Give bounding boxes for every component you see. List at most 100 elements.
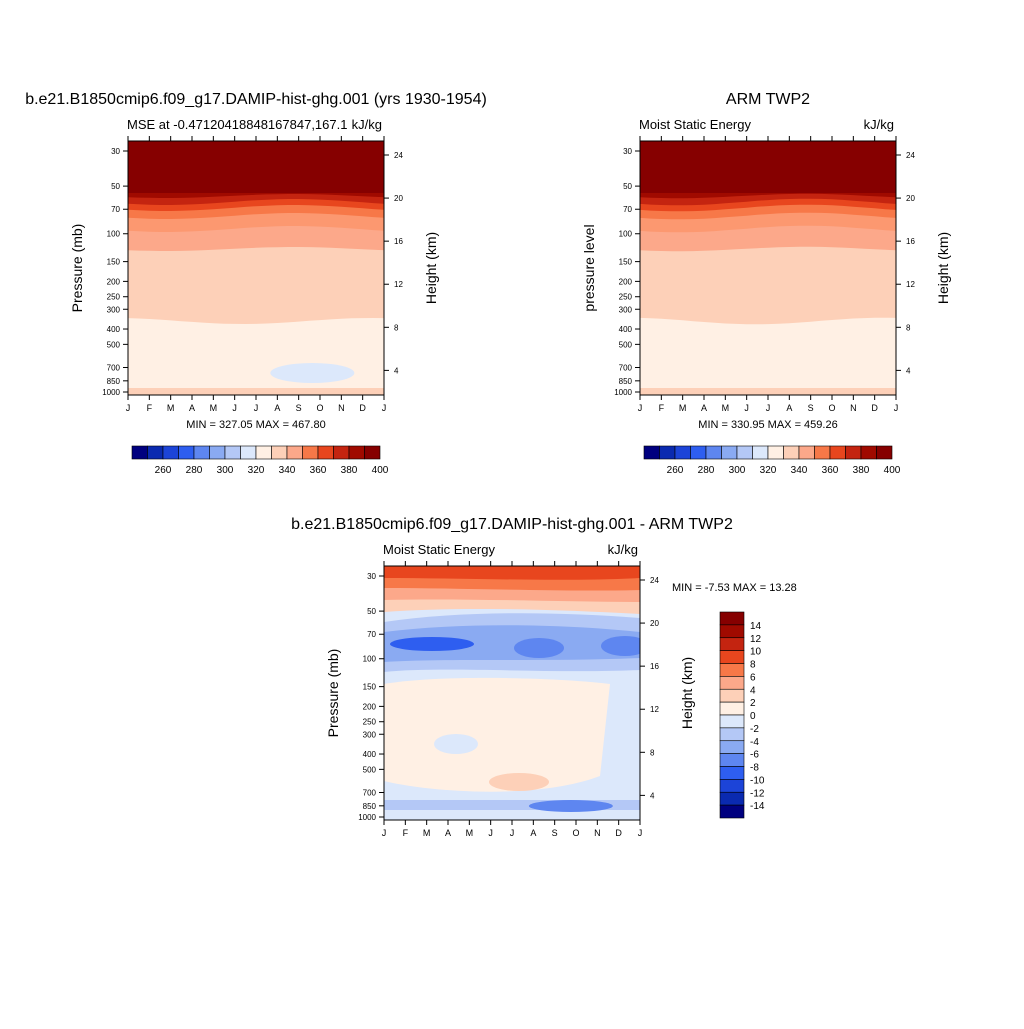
y-tick-label: 150 (107, 258, 121, 267)
y-tick-label: 250 (107, 293, 121, 302)
colorbar-swatch (659, 445, 676, 460)
colorbar-swatch (719, 804, 745, 819)
x-tick-label: J (382, 403, 387, 413)
x-tick-label: J (254, 403, 259, 413)
colorbar-swatch (224, 445, 241, 460)
colorbar-label: 380 (341, 465, 358, 476)
height-tick-label: 24 (906, 151, 915, 160)
height-tick-label: 20 (394, 194, 403, 203)
y-tick-label: 250 (363, 718, 377, 727)
colorbar-swatch (719, 753, 745, 767)
colorbar-swatch (193, 445, 210, 460)
x-tick-label: N (338, 403, 345, 413)
colorbar-swatch (752, 445, 769, 460)
x-tick-label: M (210, 403, 218, 413)
colorbar-label: 0 (750, 711, 756, 722)
y-tick-label: 150 (363, 683, 377, 692)
y-tick-label: 70 (111, 205, 120, 214)
plot-area (128, 141, 384, 395)
x-tick-label: J (488, 828, 493, 838)
y-tick-label: 50 (367, 607, 376, 616)
x-tick-label: J (744, 403, 749, 413)
colorbar-swatch (674, 445, 691, 460)
x-tick-label: J (382, 828, 387, 838)
x-tick-label: O (316, 403, 323, 413)
colorbar-label: 400 (884, 465, 901, 476)
colorbar-label: 6 (750, 672, 756, 683)
colorbar-swatch (271, 445, 288, 460)
colorbar-label: 320 (760, 465, 777, 476)
y-tick-label: 30 (111, 147, 120, 156)
y-tick-label: 300 (107, 305, 121, 314)
height-tick-label: 16 (906, 237, 915, 246)
x-tick-label: J (638, 828, 643, 838)
colorbar-swatch (131, 445, 148, 460)
colorbar-label: 260 (667, 465, 684, 476)
y-tick-label: 30 (367, 572, 376, 581)
plot-area (384, 566, 640, 820)
colorbar-swatch (364, 445, 381, 460)
diff-surface-m6 (528, 800, 613, 812)
left-subtitle: Moist Static Energy (639, 117, 751, 132)
height-tick-label: 24 (650, 576, 659, 585)
diff-band-m8 (390, 637, 474, 651)
colorbar-swatch (719, 650, 745, 664)
y-tick-label: 700 (363, 788, 377, 797)
colorbar-swatch (767, 445, 784, 460)
colorbar-3: 14 12 10 86 4 2 0 -2 -4 -6 -8-10 -12 -14 (719, 611, 765, 819)
x-tick-label: N (850, 403, 857, 413)
colorbar-label: 10 (750, 647, 762, 658)
x-tick-label: O (828, 403, 835, 413)
height-tick-label: 4 (906, 366, 911, 375)
colorbar-swatch (719, 676, 745, 690)
colorbar-label: 340 (279, 465, 296, 476)
mse-band-400 (128, 141, 384, 193)
colorbar-swatch (348, 445, 365, 460)
y-tick-label: 300 (619, 305, 633, 314)
y-tick-label: 400 (363, 750, 377, 759)
x-tick-label: J (638, 403, 643, 413)
y-tick-label: 300 (363, 730, 377, 739)
diff-warm-pocket (489, 773, 549, 791)
chart-panel-2: J F M A M J J A S O N D J 30 50 70 100 150 200 250 300 400 500… (581, 91, 951, 431)
y-axis-label-right: Height (km) (679, 657, 695, 729)
height-tick-label: 24 (394, 151, 403, 160)
height-tick-label: 4 (394, 366, 399, 375)
colorbar-label: 2 (750, 698, 756, 709)
x-tick-label: D (871, 403, 878, 413)
y-tick-label: 70 (367, 630, 376, 639)
y-tick-label: 200 (107, 277, 121, 286)
colorbar-swatch (719, 779, 745, 793)
colorbar-swatch (690, 445, 707, 460)
left-subtitle: MSE at -0.47120418848167847,167.1 (127, 117, 347, 132)
colorbar-swatch (719, 701, 745, 716)
x-tick-label: A (445, 828, 451, 838)
y-tick-label: 50 (623, 182, 632, 191)
x-tick-label: S (808, 403, 814, 413)
colorbar-swatch (240, 445, 257, 460)
y-tick-label: 400 (619, 325, 633, 334)
x-tick-label: J (232, 403, 237, 413)
height-tick-label: 12 (906, 280, 915, 289)
y-tick-label: 200 (619, 277, 633, 286)
colorbar-swatch (719, 791, 745, 806)
x-tick-label: S (552, 828, 558, 838)
colorbar-label: -6 (750, 750, 759, 761)
y-axis-label-right: Height (km) (935, 232, 951, 304)
colorbar-swatch (719, 663, 745, 677)
colorbar-swatch (829, 445, 846, 460)
colorbar-swatch (719, 740, 745, 754)
y-tick-label: 200 (363, 702, 377, 711)
y-tick-label: 1000 (358, 813, 376, 822)
x-tick-label: M (679, 403, 687, 413)
y-tick-label: 400 (107, 325, 121, 334)
height-tick-label: 12 (394, 280, 403, 289)
x-tick-label: F (659, 403, 665, 413)
y-tick-label: 70 (623, 205, 632, 214)
colorbar-1: 260 280 300 320 340 360 380 400 (131, 445, 389, 476)
x-tick-label: A (189, 403, 195, 413)
y-tick-label: 850 (619, 377, 633, 386)
colorbar-label: 340 (791, 465, 808, 476)
